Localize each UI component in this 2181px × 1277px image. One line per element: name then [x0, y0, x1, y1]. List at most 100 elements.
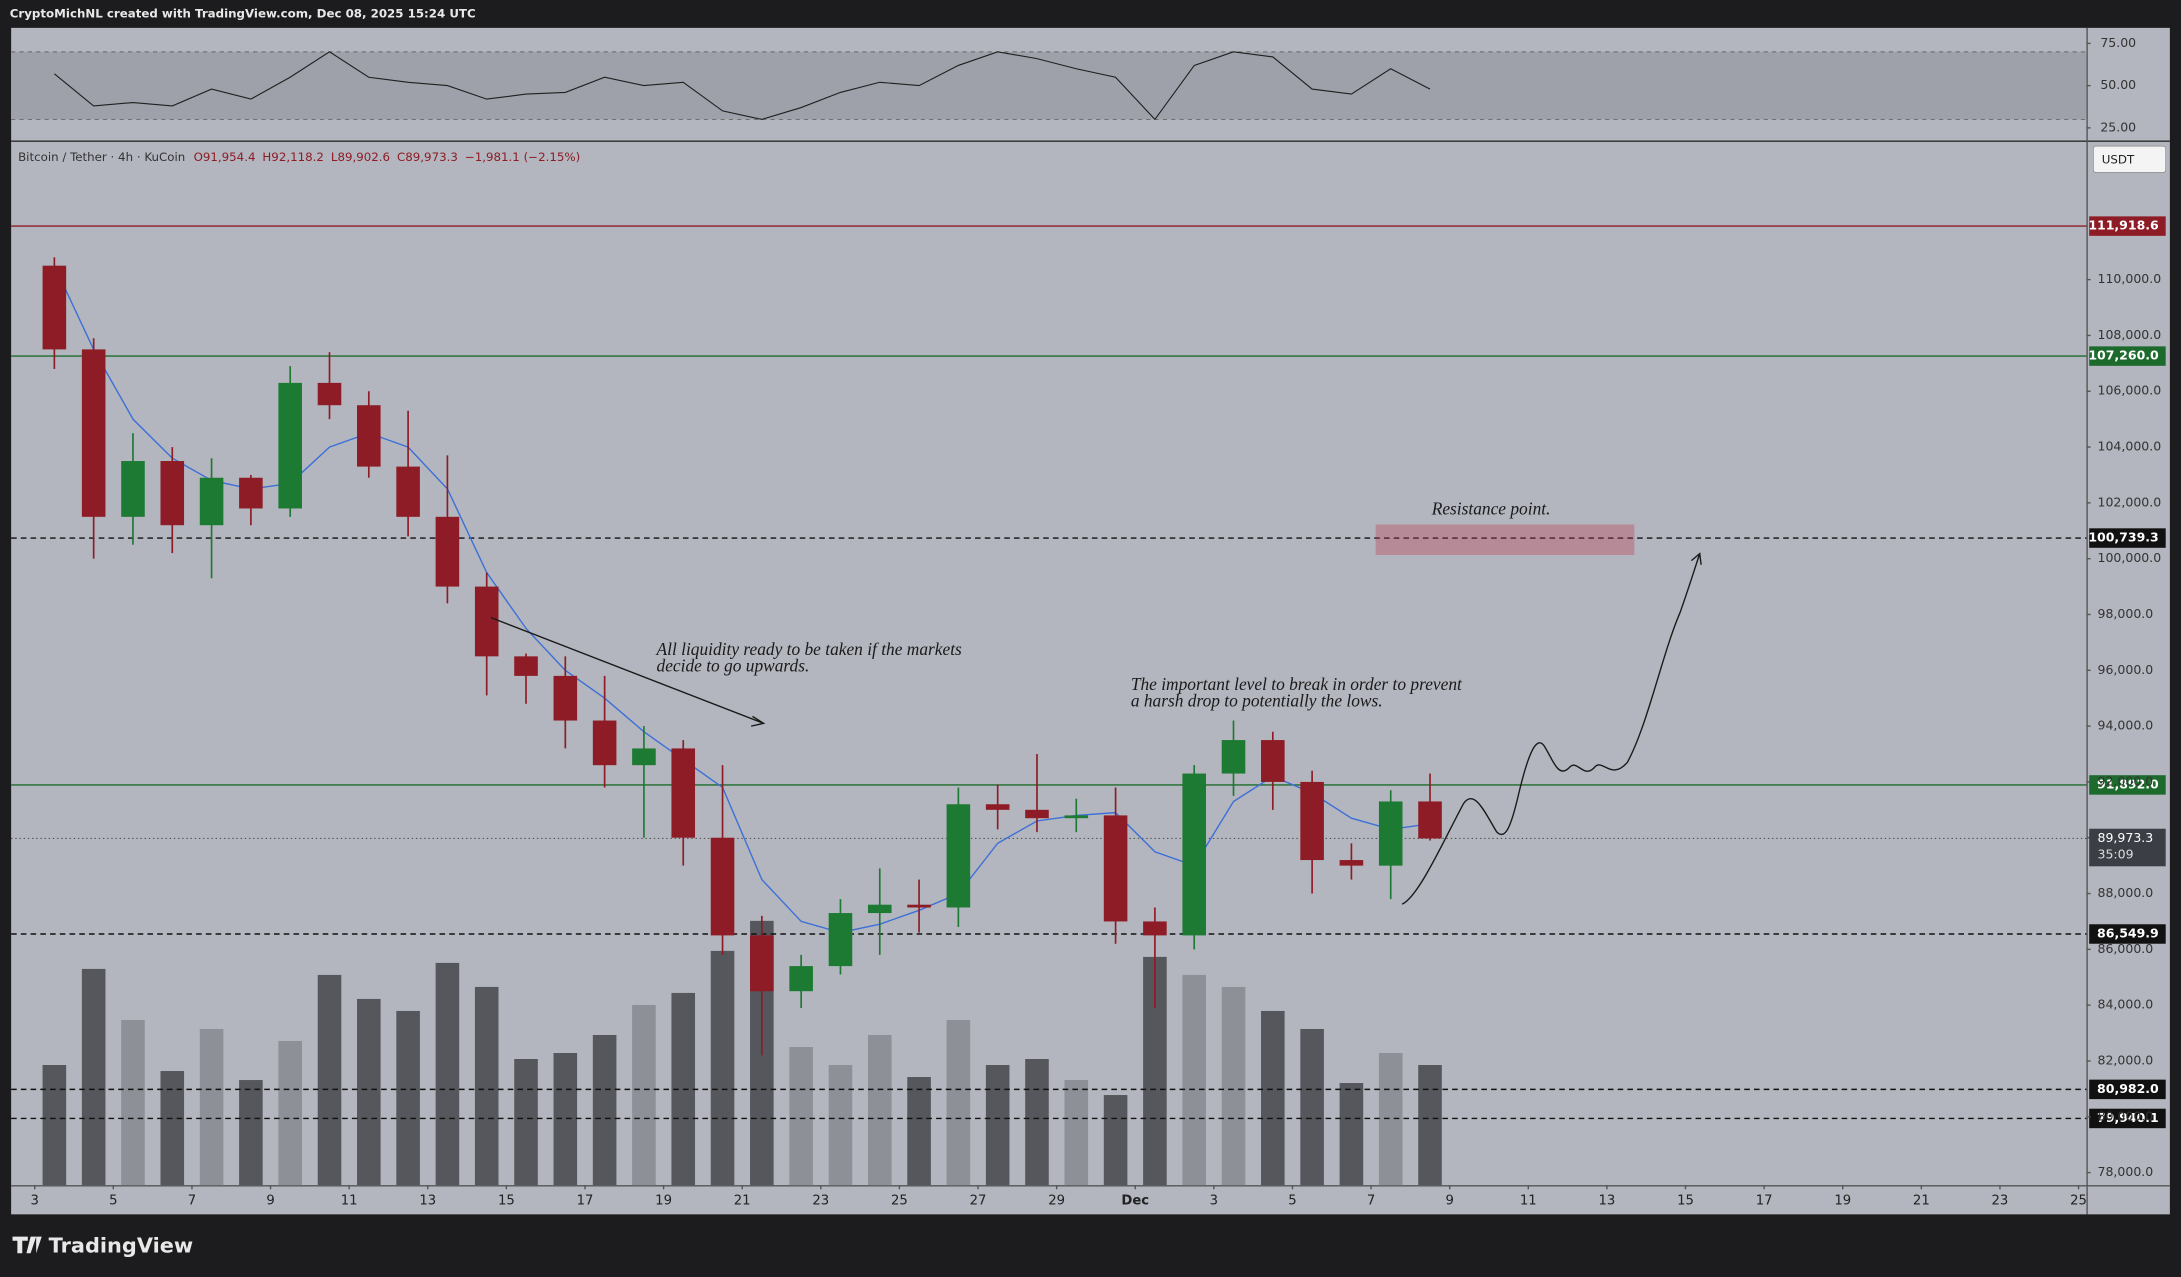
volume-bar — [1025, 1059, 1049, 1186]
candle-body — [42, 265, 67, 350]
volume-bar — [632, 1004, 656, 1186]
y-tick-label: 92,000.0 — [2098, 773, 2154, 788]
rsi-line — [54, 51, 1431, 121]
level-label: 91,892.0 — [2097, 776, 2159, 791]
arrow-head — [750, 715, 766, 727]
y-tick-label: 98,000.0 — [2098, 606, 2154, 621]
volume-bar — [907, 1077, 931, 1186]
x-tick-label: 23 — [1992, 1193, 2009, 1208]
candle-body — [828, 913, 853, 967]
candle-body — [160, 461, 185, 526]
y-tick-label: 104,000.0 — [2098, 439, 2162, 454]
x-tick-label: 21 — [734, 1193, 751, 1208]
x-tick-label: Dec — [1121, 1193, 1149, 1208]
candle-body — [81, 349, 106, 517]
candle-body — [1378, 801, 1403, 866]
candle-body — [474, 586, 499, 657]
volume-bar — [42, 1065, 67, 1186]
price-pane — [42, 257, 1442, 1056]
arrow-line — [490, 616, 764, 724]
volume-bar — [1182, 974, 1206, 1186]
x-tick-label: 29 — [1048, 1193, 1065, 1208]
y-tick-label: 108,000.0 — [2098, 327, 2162, 342]
volume-bar — [1261, 1010, 1285, 1186]
level-note: a harsh drop to potentially the lows. — [1131, 691, 1383, 710]
candle-body — [278, 382, 302, 509]
ohlc: O91,954.4 — [194, 150, 256, 164]
volume-bar — [1221, 986, 1246, 1186]
x-tick-label: 21 — [1913, 1193, 1930, 1208]
candle-body — [357, 405, 381, 467]
y-tick-label: 94,000.0 — [2098, 718, 2154, 733]
x-tick-label: 17 — [1756, 1193, 1773, 1208]
candle-body — [239, 477, 263, 509]
x-tick-label: 9 — [266, 1193, 274, 1208]
volume-bar — [592, 1034, 617, 1186]
currency-box[interactable] — [2093, 145, 2167, 173]
x-tick-label: 3 — [31, 1193, 39, 1208]
level-label: 79,940.1 — [2097, 1110, 2159, 1125]
rsi-tick-label: 75.00 — [2100, 35, 2136, 50]
candle-body — [317, 382, 342, 406]
volume-bar — [317, 974, 342, 1186]
projection-head — [1690, 552, 1702, 565]
x-tick-label: 13 — [419, 1193, 436, 1208]
volume-bar — [474, 986, 499, 1186]
y-tick-label: 82,000.0 — [2098, 1052, 2154, 1067]
y-tick-label: 88,000.0 — [2098, 885, 2154, 900]
x-tick-label: 23 — [812, 1193, 829, 1208]
volume-bar — [435, 962, 460, 1186]
last-price-box — [2089, 828, 2166, 867]
candle-body — [671, 748, 696, 838]
x-tick-label: 25 — [2070, 1193, 2087, 1208]
x-tick-label: 5 — [1288, 1193, 1296, 1208]
x-tick-label: 11 — [1520, 1193, 1537, 1208]
x-tick-label: 9 — [1445, 1193, 1453, 1208]
candle-body — [632, 748, 656, 766]
levels-layer — [11, 225, 2087, 1120]
candle-body — [789, 966, 813, 992]
volume-bar — [710, 950, 735, 1186]
ohlc: L89,902.6 — [331, 150, 390, 164]
volume-bar — [199, 1028, 224, 1186]
rsi-pane: 75.00 50.00 25.00 — [11, 35, 2136, 134]
ohlc: C89,973.3 — [397, 150, 458, 164]
candle-body — [1143, 921, 1167, 936]
currency[interactable]: USDT — [2102, 153, 2135, 167]
level-label-box — [2089, 924, 2166, 944]
symbol: Bitcoin / Tether · 4h · KuCoin — [18, 150, 185, 164]
volume-bar — [985, 1065, 1010, 1186]
resistance-note: Resistance point. — [1431, 500, 1551, 519]
candle-body — [985, 804, 1010, 810]
x-tick-label: 7 — [188, 1193, 196, 1208]
candle-body — [514, 656, 538, 676]
x-tick-label: 3 — [1210, 1193, 1218, 1208]
volume-bar — [160, 1071, 185, 1186]
last-price-label: 89,973.3 — [2098, 830, 2154, 845]
x-tick-label: 11 — [341, 1193, 358, 1208]
change: −1,981.1 (−2.15%) — [465, 150, 580, 164]
x-tick-label: 15 — [1677, 1193, 1694, 1208]
x-tick-label: 17 — [577, 1193, 594, 1208]
x-tick-label: 13 — [1598, 1193, 1615, 1208]
x-tick-label: 15 — [498, 1193, 515, 1208]
liquidity-note: decide to go upwards. — [657, 657, 810, 676]
x-tick-label: 19 — [1834, 1193, 1851, 1208]
level-label: 86,549.9 — [2097, 926, 2159, 941]
candle-body — [1182, 773, 1206, 936]
candle-body — [396, 466, 420, 517]
candle-body — [592, 720, 617, 766]
level-label: 107,260.0 — [2088, 348, 2159, 363]
credit: CryptoMichNL created with TradingView.co… — [10, 6, 476, 20]
level-label-box — [2089, 346, 2166, 366]
volume-bar — [514, 1059, 538, 1186]
candle-body — [1339, 860, 1364, 866]
candle-body — [1261, 740, 1285, 782]
x-tick-label: 5 — [109, 1193, 117, 1208]
rsi-tick-label: 25.00 — [2100, 119, 2136, 134]
level-label: 111,918.6 — [2088, 218, 2159, 233]
volume-bar — [553, 1053, 578, 1186]
volume-bar — [357, 998, 381, 1186]
